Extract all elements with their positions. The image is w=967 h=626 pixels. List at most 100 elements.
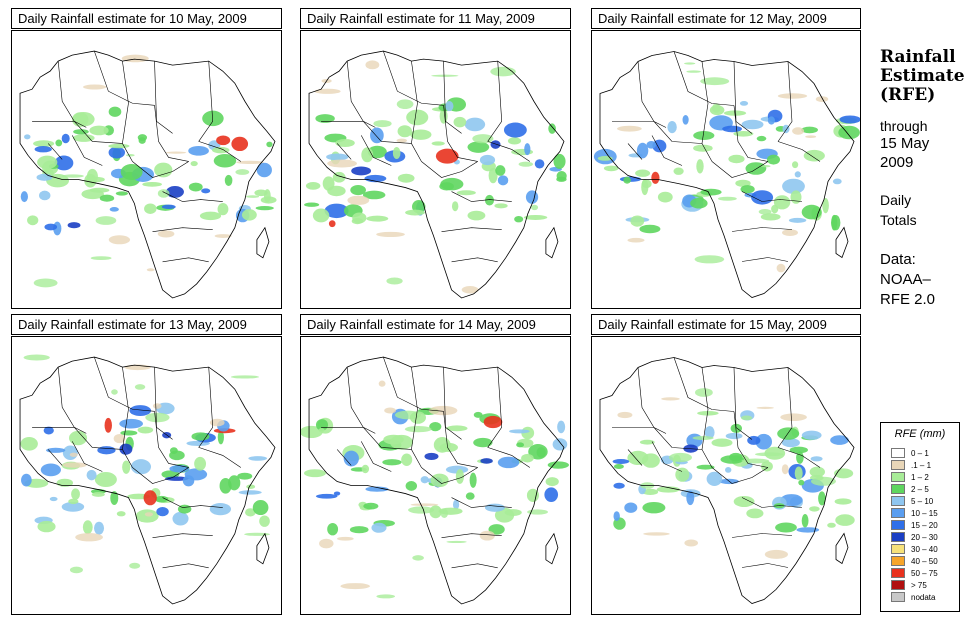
rain-cell	[235, 169, 250, 175]
legend-label: > 75	[911, 581, 927, 590]
rain-cell	[255, 206, 274, 211]
rain-cell	[781, 464, 789, 475]
rain-cell	[635, 169, 651, 177]
rain-cell	[335, 138, 355, 148]
rain-cell	[741, 415, 753, 421]
rain-cell	[446, 540, 467, 544]
legend-label: 20 – 30	[911, 533, 938, 542]
rain-cell	[430, 473, 449, 488]
rain-cell	[410, 129, 432, 140]
rain-cell	[252, 499, 269, 516]
rain-cell	[145, 412, 170, 423]
country-border	[487, 141, 531, 162]
rain-cell	[684, 539, 698, 547]
rain-cell	[832, 178, 842, 185]
rain-cell	[73, 129, 89, 135]
rain-cell	[61, 133, 70, 144]
country-border	[711, 161, 769, 178]
country-border	[198, 367, 214, 448]
rain-cell	[429, 422, 442, 432]
rain-cell	[324, 203, 349, 219]
rainfall-map-2	[300, 30, 571, 309]
rain-cell	[143, 490, 157, 506]
rain-cell	[412, 555, 424, 561]
rain-cell	[404, 426, 432, 433]
country-border	[346, 367, 376, 434]
rain-cell	[531, 204, 539, 211]
country-border	[673, 357, 735, 412]
legend-item: 15 – 20	[891, 520, 938, 531]
rain-cell	[624, 502, 638, 513]
rain-cell	[651, 171, 660, 184]
rain-cell	[219, 478, 232, 494]
rain-cell	[467, 141, 490, 153]
rain-cell	[54, 155, 74, 171]
rain-cell	[642, 502, 666, 514]
rain-cell	[146, 268, 155, 272]
rain-cell	[349, 526, 369, 534]
country-border	[777, 367, 793, 448]
rain-cell	[526, 488, 539, 502]
country-border	[336, 143, 352, 160]
rain-cell	[217, 203, 229, 216]
rain-cell	[789, 446, 808, 454]
rain-cell	[209, 418, 225, 427]
rain-cell	[121, 54, 149, 63]
rain-cell	[729, 452, 743, 462]
rain-cell	[453, 116, 467, 128]
rain-cell	[661, 397, 680, 401]
country-border	[451, 497, 512, 508]
country-border	[612, 121, 703, 144]
legend-swatch	[891, 544, 905, 554]
rain-cell	[69, 566, 83, 574]
country-border	[421, 161, 478, 178]
rain-cell	[439, 182, 454, 191]
rain-cell	[97, 446, 116, 455]
rain-cell	[406, 109, 429, 126]
rain-cell	[37, 155, 58, 169]
rain-cell	[686, 490, 695, 506]
rain-cell	[456, 190, 476, 196]
rain-cell	[792, 161, 799, 169]
country-border	[198, 447, 242, 468]
rain-cell	[371, 522, 387, 533]
rain-cell	[473, 411, 483, 418]
rain-cell	[694, 255, 725, 264]
country-border	[741, 563, 789, 568]
rain-cell	[782, 124, 790, 134]
rain-cell	[684, 62, 696, 65]
coastline	[19, 356, 276, 605]
rain-cell	[326, 153, 349, 161]
rain-cell	[216, 135, 231, 146]
rain-cell	[801, 514, 809, 528]
rain-cell	[304, 469, 326, 478]
rain-cell	[236, 160, 264, 164]
legend-item: 30 – 40	[891, 544, 938, 555]
country-border	[154, 411, 189, 468]
rain-cell	[109, 207, 119, 212]
coastline	[308, 50, 565, 299]
rain-cell	[23, 354, 50, 361]
rain-cell	[761, 165, 771, 168]
rain-cell	[805, 135, 817, 138]
rain-cell	[383, 434, 404, 445]
rain-cell	[667, 121, 677, 134]
rain-cell	[36, 173, 53, 181]
rain-cell	[771, 204, 779, 214]
country-border	[711, 467, 769, 484]
madagascar-outline	[545, 226, 559, 259]
rain-cell	[71, 488, 80, 500]
rain-cell	[224, 174, 233, 186]
rain-cell	[152, 403, 162, 409]
country-border	[132, 161, 189, 178]
legend-item: 5 – 10	[891, 496, 933, 507]
rain-cell	[20, 436, 38, 451]
side-source-line-2: RFE 2.0	[880, 291, 936, 308]
rain-cell	[156, 507, 169, 517]
rain-cell	[735, 179, 751, 187]
rain-cell	[120, 163, 143, 181]
rain-cell	[405, 209, 425, 216]
country-border	[162, 497, 223, 508]
rain-cell	[788, 217, 807, 223]
rain-cell	[696, 464, 715, 470]
